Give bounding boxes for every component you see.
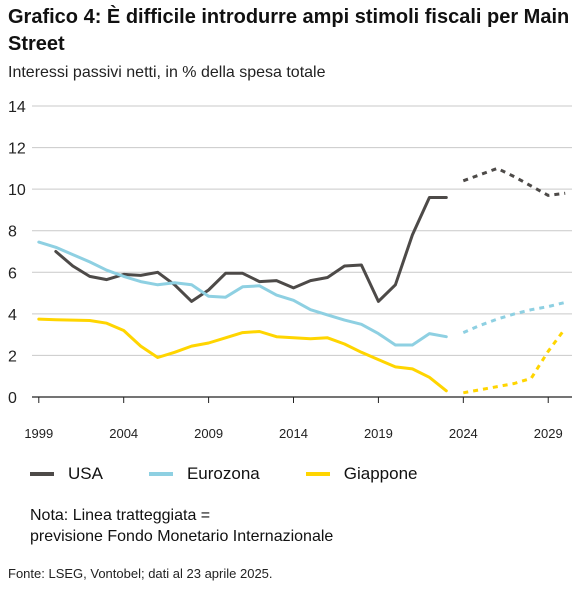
legend-label-usa: USA bbox=[68, 464, 103, 483]
legend-item-usa: USA bbox=[30, 464, 103, 484]
y-tick-label: 2 bbox=[8, 348, 17, 365]
y-tick-label: 12 bbox=[8, 141, 26, 158]
y-tick-label: 14 bbox=[8, 99, 26, 116]
x-tick-label: 2004 bbox=[109, 426, 138, 441]
legend-swatch-giappone bbox=[305, 472, 330, 476]
x-tick-label: 2029 bbox=[534, 426, 563, 441]
legend: USA Eurozona Giappone bbox=[30, 464, 463, 484]
series-line-giappone bbox=[37, 317, 448, 393]
line-chart: 0 2 4 6 8 10 12 14 1999 2004 2009 2014 2019 2024 2029 bbox=[8, 99, 572, 441]
legend-label-giappone: Giappone bbox=[343, 464, 418, 483]
series-line-eurozona bbox=[37, 240, 448, 347]
x-tick-label: 2024 bbox=[449, 426, 478, 441]
y-tick-label: 4 bbox=[8, 307, 17, 324]
y-tick-label: 8 bbox=[8, 224, 17, 241]
y-tick-label: 6 bbox=[8, 265, 17, 282]
forecast-note: Nota: Linea tratteggiata = previsione Fo… bbox=[30, 505, 333, 547]
source-note: Fonte: LSEG, Vontobel; dati al 23 aprile… bbox=[8, 566, 273, 581]
y-tick-label: 10 bbox=[8, 182, 26, 199]
legend-swatch-eurozona bbox=[148, 472, 173, 476]
y-tick-label: 0 bbox=[8, 390, 17, 407]
note-line-1: Nota: Linea tratteggiata = bbox=[30, 507, 211, 524]
forecast-line-giappone bbox=[463, 327, 567, 395]
x-tick-label: 2014 bbox=[279, 426, 308, 441]
x-tick-label: 2019 bbox=[364, 426, 393, 441]
note-line-2: previsione Fondo Monetario Internazional… bbox=[30, 528, 334, 545]
forecast-line-eurozona bbox=[462, 300, 566, 334]
x-tick-label: 1999 bbox=[24, 426, 53, 441]
legend-item-eurozona: Eurozona bbox=[148, 464, 260, 484]
legend-item-giappone: Giappone bbox=[305, 464, 418, 484]
legend-swatch-usa bbox=[30, 472, 54, 476]
forecast-line-usa bbox=[462, 166, 566, 197]
chart-title: Grafico 4: È difficile introdurre ampi s… bbox=[8, 6, 570, 55]
x-tick-label: 2009 bbox=[194, 426, 223, 441]
legend-label-eurozona: Eurozona bbox=[186, 464, 260, 483]
chart-subtitle: Interessi passivi netti, in % della spes… bbox=[8, 64, 326, 81]
